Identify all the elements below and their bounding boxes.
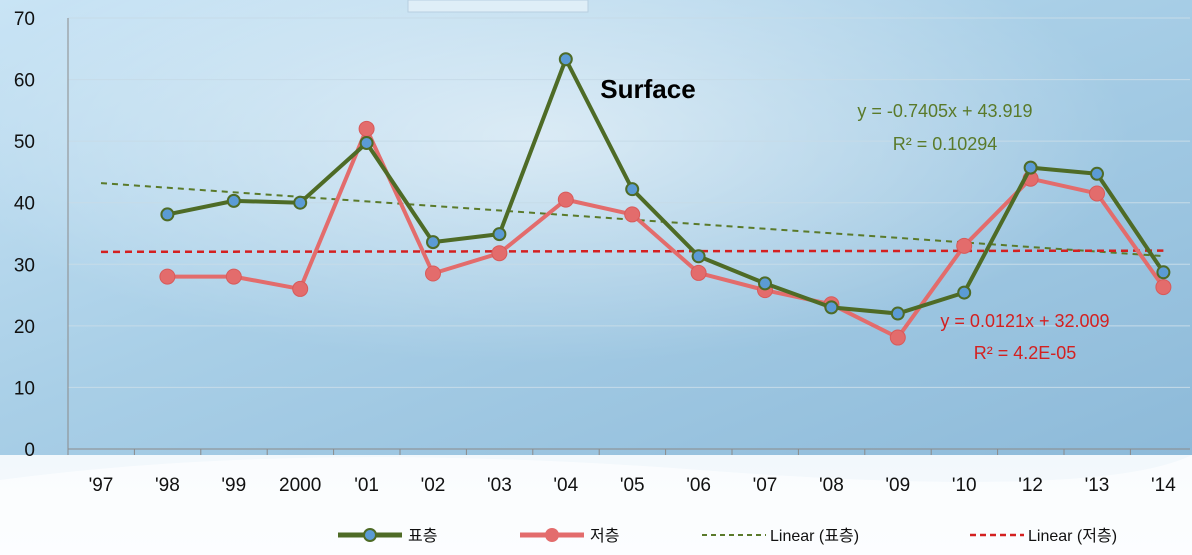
data-point-bottom bbox=[624, 206, 641, 223]
y-tick-label: 70 bbox=[14, 9, 35, 30]
x-tick-label: '99 bbox=[221, 475, 246, 496]
data-point-surface bbox=[359, 135, 374, 150]
chart-title: Surface bbox=[600, 74, 695, 104]
data-point-surface bbox=[160, 207, 175, 222]
x-tick-label: '09 bbox=[885, 475, 910, 496]
x-tick-label: 2000 bbox=[279, 475, 321, 496]
data-point-bottom bbox=[358, 120, 375, 137]
legend-label-bottom: 저층 bbox=[590, 527, 619, 545]
data-point-surface bbox=[1023, 160, 1038, 175]
legend-label-linear-surface: Linear (표층) bbox=[770, 527, 859, 545]
data-point-surface bbox=[426, 235, 440, 250]
data-point-bottom bbox=[1155, 279, 1172, 296]
x-tick-label: '10 bbox=[952, 475, 977, 496]
series-line-bottom bbox=[167, 126, 1166, 340]
y-tick-label: 50 bbox=[14, 132, 35, 153]
data-point-surface bbox=[957, 285, 972, 300]
data-point-surface bbox=[1090, 166, 1104, 181]
y-tick-label: 60 bbox=[14, 71, 35, 92]
data-point-surface bbox=[758, 276, 772, 291]
data-point-bottom bbox=[425, 265, 441, 282]
trend-r2-bottom: R² = 4.2E-05 bbox=[974, 343, 1077, 363]
series-lines bbox=[159, 52, 1172, 346]
data-point-surface bbox=[293, 195, 308, 210]
data-point-bottom bbox=[956, 237, 973, 254]
data-point-surface bbox=[824, 300, 839, 315]
x-tick-label: '12 bbox=[1018, 475, 1043, 496]
x-tick-label: '07 bbox=[753, 475, 778, 496]
legend-marker-bottom bbox=[545, 528, 559, 542]
data-point-bottom bbox=[292, 280, 309, 297]
y-tick-label: 10 bbox=[14, 378, 35, 399]
data-point-surface bbox=[492, 227, 507, 242]
data-point-surface bbox=[691, 249, 706, 264]
data-point-bottom bbox=[690, 264, 707, 281]
x-tick-label: '04 bbox=[553, 475, 578, 496]
trend-equation-bottom: y = 0.0121x + 32.009 bbox=[940, 311, 1109, 331]
data-point-bottom bbox=[557, 191, 574, 208]
legend-label-linear-bottom: Linear (저층) bbox=[1028, 527, 1117, 545]
x-tick-label: '02 bbox=[421, 475, 446, 496]
x-tick-label: '08 bbox=[819, 475, 844, 496]
series-line-surface bbox=[167, 57, 1166, 316]
legend-marker-surface bbox=[363, 528, 377, 542]
x-tick-label: '98 bbox=[155, 475, 180, 496]
x-tick-label: '05 bbox=[620, 475, 645, 496]
data-point-surface bbox=[1156, 265, 1171, 280]
legend: 표층 저층 Linear (표층) Linear (저층) bbox=[338, 527, 1117, 545]
y-tick-label: 30 bbox=[14, 255, 35, 276]
x-tick-label: '97 bbox=[89, 475, 114, 496]
x-tick-label: '13 bbox=[1085, 475, 1110, 496]
x-tick-label: '06 bbox=[686, 475, 711, 496]
tick-labels: 0 10 20 30 40 50 60 70 '97 '98 '99 2000 '01 '02 '03 '04… bbox=[14, 9, 1176, 496]
data-point-surface bbox=[890, 306, 905, 321]
x-tick-label: '14 bbox=[1151, 475, 1176, 496]
gridlines bbox=[68, 17, 1190, 388]
x-tick-label: '03 bbox=[487, 475, 512, 496]
y-tick-label: 40 bbox=[14, 194, 35, 215]
data-point-bottom bbox=[225, 268, 242, 285]
trend-equation-surface: y = -0.7405x + 43.919 bbox=[857, 101, 1032, 121]
axes bbox=[67, 18, 1190, 455]
data-point-bottom bbox=[491, 245, 508, 262]
data-point-bottom bbox=[1089, 185, 1105, 202]
trend-r2-surface: R² = 0.10294 bbox=[893, 134, 998, 154]
data-point-bottom bbox=[889, 329, 906, 346]
y-tick-label: 0 bbox=[24, 440, 35, 461]
data-point-bottom bbox=[159, 268, 176, 285]
x-tick-label: '01 bbox=[354, 475, 379, 496]
trendline-bottom bbox=[100, 249, 1164, 254]
legend-label-surface: 표층 bbox=[408, 527, 437, 545]
data-point-surface bbox=[625, 182, 640, 197]
data-point-surface bbox=[226, 193, 241, 208]
data-point-surface bbox=[558, 52, 573, 67]
y-tick-label: 20 bbox=[14, 317, 35, 338]
